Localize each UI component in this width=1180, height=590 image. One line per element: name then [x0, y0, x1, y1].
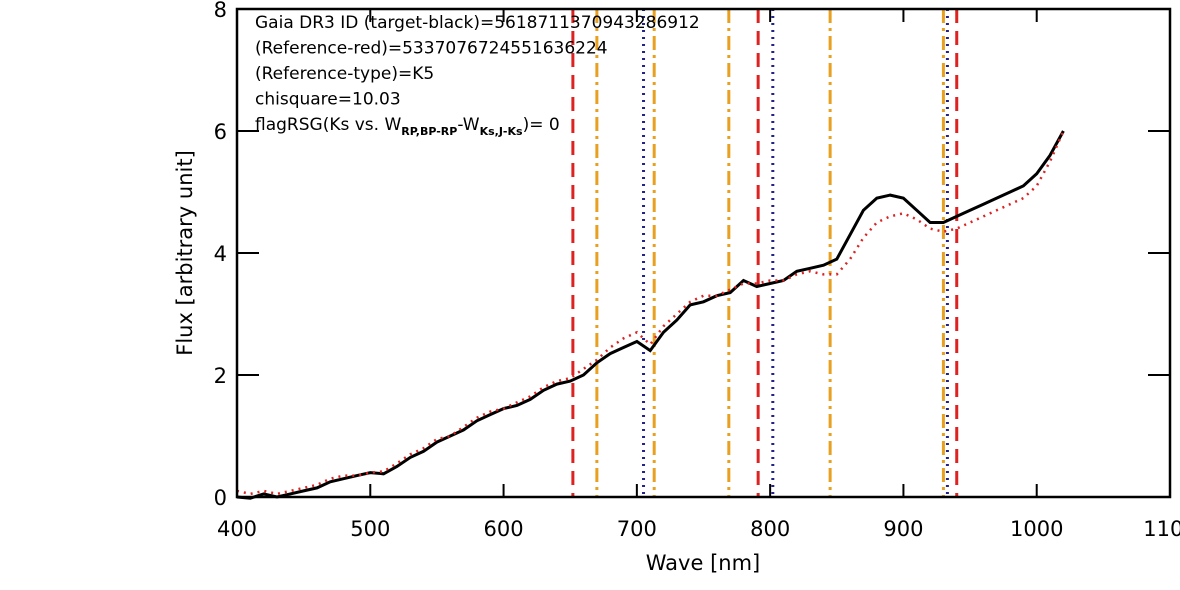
x-tick-label: 700	[617, 517, 657, 541]
annotation-part: )= 0	[523, 115, 560, 135]
y-axis-label: Flux [arbitrary unit]	[173, 150, 197, 356]
annotation-subscript: Ks,J-Ks	[480, 125, 523, 138]
spectrum-line	[236, 130, 1065, 500]
x-tick-label: 1000	[1010, 517, 1063, 541]
x-tick-label: 800	[750, 517, 790, 541]
x-axis-label: Wave [nm]	[646, 551, 760, 575]
y-tick-label: 2	[214, 364, 227, 388]
x-tick-label: 600	[484, 517, 524, 541]
y-tick-label: 6	[214, 120, 227, 144]
y-tick-label: 0	[214, 486, 227, 510]
annotation: Gaia DR3 ID (target-black)=5618711370943…	[255, 13, 700, 33]
annotation-part: flagRSG(Ks vs. W	[255, 115, 401, 135]
annotation: chisquare=10.03	[255, 90, 401, 110]
annotation: (Reference-red)=5337076724551636224	[255, 39, 608, 59]
x-tick-label: 500	[350, 517, 390, 541]
y-tick-label: 8	[214, 0, 227, 22]
x-tick-label: 900	[883, 517, 923, 541]
flag-annotation: flagRSG(Ks vs. WRP,BP-RP-WKs,J-Ks)= 0	[255, 115, 560, 138]
annotation-subscript: RP,BP-RP	[401, 125, 457, 138]
x-tick-label: 400	[217, 517, 257, 541]
spectrum-line	[236, 130, 1065, 496]
annotation: (Reference-type)=K5	[255, 64, 434, 84]
y-tick-label: 4	[214, 242, 227, 266]
annotation-part: -W	[457, 115, 479, 135]
